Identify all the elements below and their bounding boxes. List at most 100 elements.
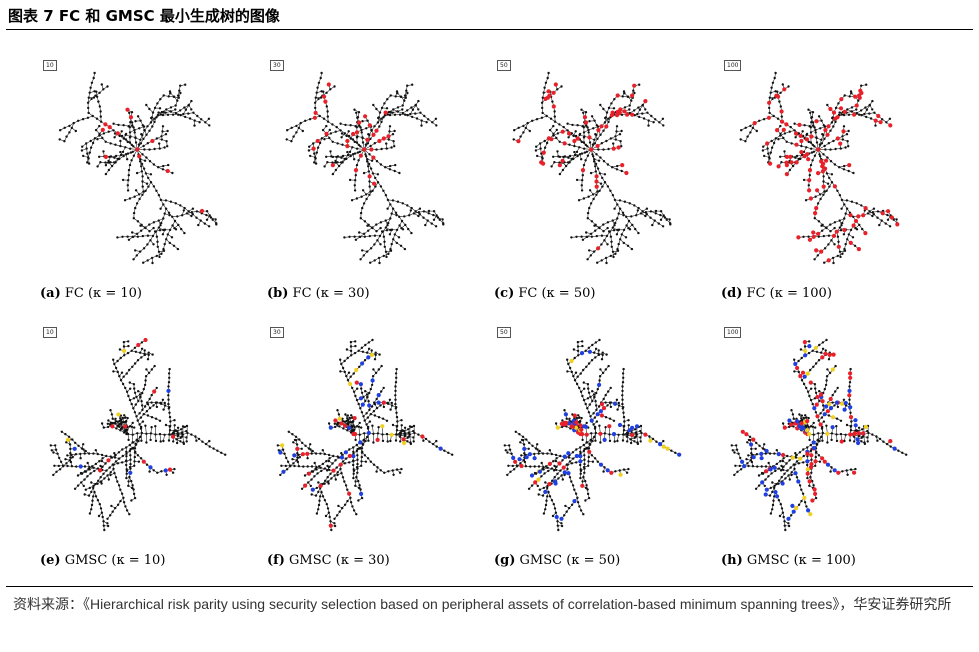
tree-node — [343, 370, 346, 374]
tree-node — [385, 107, 389, 110]
tree-node — [125, 460, 128, 463]
selected-node-red — [824, 158, 829, 163]
tree-node — [378, 111, 382, 114]
caption-label: (b) — [267, 286, 289, 301]
tree-node — [358, 446, 362, 450]
tree-node — [164, 207, 168, 210]
tree-node — [187, 103, 190, 107]
tree-node — [156, 113, 160, 117]
tree-node — [358, 150, 361, 153]
tree-node — [136, 454, 140, 457]
tree-node — [107, 168, 111, 172]
tree-node — [320, 137, 324, 140]
tree-node — [423, 114, 426, 118]
caption-a: (a) FC (κ = 10) — [40, 286, 142, 301]
tree-node — [779, 105, 782, 108]
tree-node — [531, 119, 534, 123]
selected-node-red — [815, 188, 820, 193]
tree-node — [358, 365, 361, 368]
tree-node — [129, 458, 132, 461]
tree-node — [881, 118, 884, 121]
tree-node — [749, 124, 752, 128]
tree-node — [126, 158, 129, 161]
tree-node — [298, 438, 301, 441]
tree-node — [136, 220, 140, 223]
tree-node — [427, 209, 431, 213]
tree-node — [57, 464, 60, 468]
tree-node — [847, 169, 850, 173]
tree-node — [142, 167, 146, 170]
tree-node — [349, 345, 353, 348]
tree-node — [125, 469, 129, 473]
tree-node — [87, 96, 90, 99]
tree-node — [359, 126, 362, 129]
tree-node — [55, 470, 58, 473]
tree-node — [183, 206, 186, 210]
tree-node — [585, 235, 588, 238]
tree-node — [168, 376, 171, 379]
tree-node — [376, 466, 379, 469]
caption-label: (a) — [40, 286, 61, 301]
tree-node — [182, 442, 186, 446]
tree-node — [840, 224, 843, 227]
tree-node — [377, 368, 380, 371]
mst-edges — [277, 339, 453, 531]
selected-node-red — [167, 467, 173, 472]
tree-node — [128, 449, 132, 453]
tree-node — [840, 207, 843, 210]
tree-node — [361, 120, 364, 123]
tree-node — [138, 197, 141, 201]
tree-node — [602, 160, 606, 163]
tree-node — [179, 109, 182, 112]
tree-node — [118, 157, 121, 161]
tree-node — [888, 117, 892, 120]
tree-node — [876, 210, 880, 213]
selected-node-red — [832, 184, 837, 189]
tree-node — [380, 230, 384, 233]
tree-node — [179, 91, 182, 95]
tree-node — [134, 206, 137, 210]
tree-node — [602, 107, 605, 111]
tree-node — [417, 211, 421, 214]
tree-node — [174, 104, 177, 107]
mst-graph — [58, 71, 218, 265]
tree-node — [128, 111, 131, 114]
tree-node — [93, 90, 96, 93]
tree-node — [174, 429, 177, 432]
tree-node — [381, 433, 384, 436]
tree-node — [125, 463, 128, 467]
tree-node — [361, 206, 364, 210]
tree-node — [619, 140, 622, 143]
tree-node — [618, 207, 622, 210]
tree-node — [158, 229, 162, 232]
tree-node — [123, 414, 126, 417]
tree-node — [614, 221, 617, 225]
tree-node — [830, 239, 833, 242]
tree-node — [365, 412, 368, 415]
tree-node — [128, 475, 131, 479]
selected-node-red — [851, 223, 856, 228]
tree-node — [809, 163, 813, 167]
mst-edge — [159, 434, 161, 442]
tree-node — [375, 397, 378, 401]
mst-graph — [512, 71, 672, 265]
tree-node — [586, 154, 590, 157]
tree-node — [114, 506, 117, 510]
tree-node — [628, 104, 631, 107]
tree-node — [582, 163, 586, 167]
tree-node — [386, 401, 389, 405]
tree-node — [151, 234, 155, 238]
tree-node — [368, 234, 371, 238]
tree-node — [768, 96, 771, 99]
tree-node — [114, 154, 118, 158]
tree-node — [108, 466, 111, 469]
selected-node-red — [847, 163, 852, 168]
tree-node — [553, 120, 557, 123]
tree-node — [398, 215, 401, 218]
tree-node — [580, 235, 583, 238]
selected-node-red — [789, 160, 794, 165]
tree-node — [323, 165, 326, 168]
selected-node-red — [814, 248, 819, 253]
tree-node — [368, 420, 372, 423]
tree-node — [125, 432, 128, 436]
